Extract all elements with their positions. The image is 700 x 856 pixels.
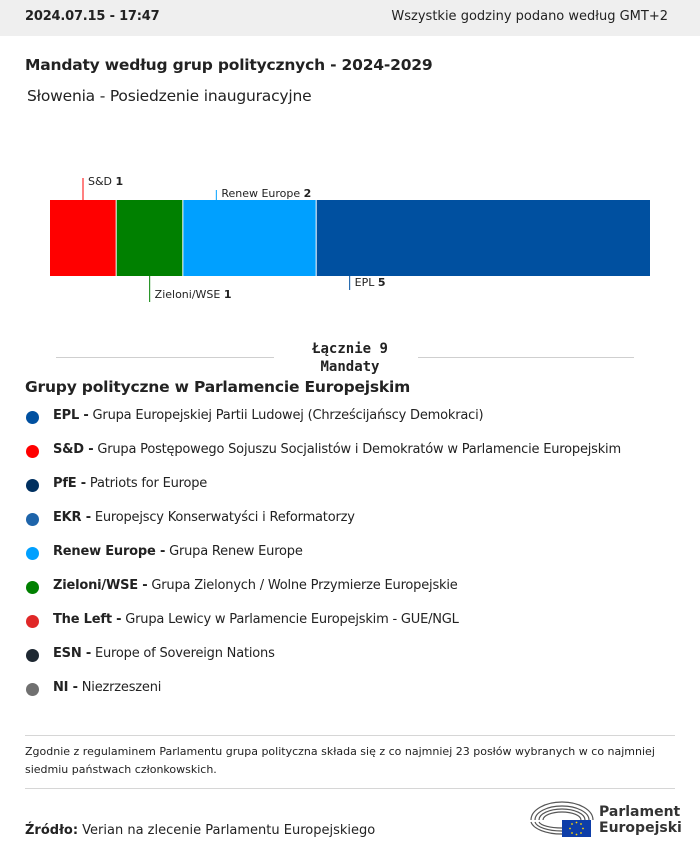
legend-swatch [26, 683, 39, 696]
legend-label: Zieloni/WSE - Grupa Zielonych / Wolne Pr… [53, 578, 458, 593]
segment-label: EPL 5 [355, 276, 386, 289]
total-divider-left [56, 357, 274, 358]
logo-text: Parlament Europejski [599, 804, 682, 836]
divider [25, 735, 675, 736]
logo-line-1: Parlament [599, 804, 681, 820]
segment-label: Zieloni/WSE 1 [155, 288, 232, 301]
legend-item: Renew Europe - Grupa Renew Europe [25, 542, 685, 576]
legend-abbr: ESN - [53, 646, 92, 661]
source-label: Źródło: [25, 823, 79, 838]
segment-label: Renew Europe 2 [221, 187, 311, 200]
legend-item: NI - Niezrzeszeni [25, 678, 685, 712]
source: Źródło: Verian na zlecenie Parlamentu Eu… [25, 823, 375, 838]
legend-title: Grupy polityczne w Parlamencie Europejsk… [25, 378, 411, 396]
legend-abbr: NI - [53, 680, 78, 695]
legend-abbr: EPL - [53, 408, 89, 423]
bar-segment [316, 200, 650, 276]
total-unit: Mandaty [320, 359, 380, 375]
timestamp: 2024.07.15 - 17:47 [25, 9, 160, 24]
legend-swatch [26, 479, 39, 492]
total-divider-right [418, 357, 634, 358]
legend-desc: Grupa Renew Europe [165, 544, 303, 559]
legend: EPL - Grupa Europejskiej Partii Ludowej … [25, 406, 685, 712]
legend-label: NI - Niezrzeszeni [53, 680, 161, 695]
timezone-note: Wszystkie godziny podano według GMT+2 [391, 9, 668, 24]
bar-segment [116, 200, 183, 276]
legend-desc: Europejscy Konserwatyści i Reformatorzy [90, 510, 355, 525]
legend-label: S&D - Grupa Postępowego Sojuszu Socjalis… [53, 442, 621, 457]
legend-label: ESN - Europe of Sovereign Nations [53, 646, 275, 661]
legend-item: EKR - Europejscy Konserwatyści i Reforma… [25, 508, 685, 542]
legend-desc: Europe of Sovereign Nations [91, 646, 275, 661]
footnote: Zgodnie z regulaminem Parlamentu grupa p… [25, 745, 655, 776]
legend-swatch [26, 615, 39, 628]
bar-segment [183, 200, 316, 276]
legend-abbr: The Left - [53, 612, 122, 627]
legend-label: EKR - Europejscy Konserwatyści i Reforma… [53, 510, 355, 525]
bar-segment [50, 200, 116, 276]
legend-item: Zieloni/WSE - Grupa Zielonych / Wolne Pr… [25, 576, 685, 610]
legend-label: EPL - Grupa Europejskiej Partii Ludowej … [53, 408, 484, 423]
segment-label: S&D 1 [88, 175, 123, 188]
divider [25, 788, 675, 789]
chart-subtitle: Słowenia - Posiedzenie inauguracyjne [27, 87, 312, 105]
legend-label: The Left - Grupa Lewicy w Parlamencie Eu… [53, 612, 459, 627]
legend-desc: Patriots for Europe [86, 476, 208, 491]
legend-swatch [26, 649, 39, 662]
legend-desc: Grupa Europejskiej Partii Ludowej (Chrze… [88, 408, 484, 423]
legend-label: Renew Europe - Grupa Renew Europe [53, 544, 303, 559]
total-block: Łącznie 9 Mandaty [0, 338, 700, 382]
legend-swatch [26, 513, 39, 526]
seat-bar-chart: S&D 1 Zieloni/WSE 1 Renew Europe 2 EPL 5 [50, 175, 650, 302]
legend-desc: Grupa Lewicy w Parlamencie Europejskim -… [121, 612, 459, 627]
legend-swatch [26, 445, 39, 458]
top-bar: 2024.07.15 - 17:47 Wszystkie godziny pod… [0, 0, 700, 36]
chart-title: Mandaty według grup politycznych - 2024-… [25, 56, 433, 74]
legend-swatch [26, 411, 39, 424]
legend-abbr: S&D - [53, 442, 94, 457]
logo-line-2: Europejski [599, 820, 682, 836]
legend-abbr: Renew Europe - [53, 544, 166, 559]
legend-item: The Left - Grupa Lewicy w Parlamencie Eu… [25, 610, 685, 644]
hemicycle-icon [530, 801, 594, 837]
source-text: Verian na zlecenie Parlamentu Europejski… [82, 823, 376, 838]
total-label: Łącznie 9 Mandaty [280, 340, 420, 376]
legend-label: PfE - Patriots for Europe [53, 476, 207, 491]
legend-item: ESN - Europe of Sovereign Nations [25, 644, 685, 678]
parliament-logo: Parlament Europejski [528, 798, 682, 838]
legend-item: S&D - Grupa Postępowego Sojuszu Socjalis… [25, 440, 685, 474]
total-seats: Łącznie 9 [312, 341, 388, 357]
legend-swatch [26, 581, 39, 594]
legend-item: EPL - Grupa Europejskiej Partii Ludowej … [25, 406, 685, 440]
legend-desc: Grupa Zielonych / Wolne Przymierze Europ… [147, 578, 458, 593]
legend-desc: Grupa Postępowego Sojuszu Socjalistów i … [93, 442, 621, 457]
legend-abbr: EKR - [53, 510, 91, 525]
legend-abbr: PfE - [53, 476, 86, 491]
legend-desc: Niezrzeszeni [77, 680, 162, 695]
legend-swatch [26, 547, 39, 560]
legend-abbr: Zieloni/WSE - [53, 578, 148, 593]
legend-item: PfE - Patriots for Europe [25, 474, 685, 508]
